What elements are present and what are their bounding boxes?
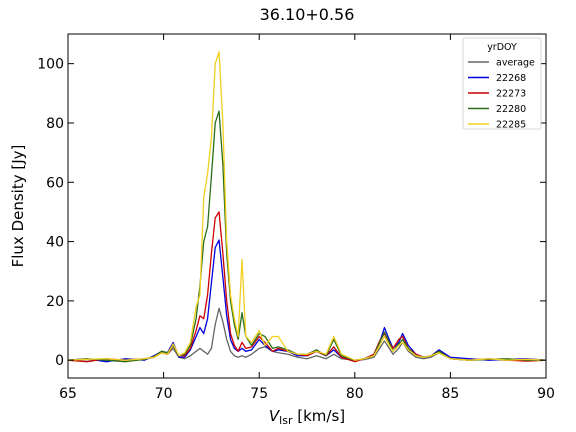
series-line-22280 <box>67 110 546 363</box>
y-tick-label-0: 0 <box>55 353 64 369</box>
x-tick-label-90: 90 <box>537 386 555 402</box>
chart-title: 36.10+0.56 <box>260 5 355 24</box>
legend-title: yrDOY <box>487 42 517 53</box>
y-tick-label-60: 60 <box>46 175 64 191</box>
series-line-average <box>67 307 547 361</box>
x-axis-label-subscript: lsr <box>279 414 293 427</box>
series-line-22273 <box>67 211 547 363</box>
series-line-22268 <box>67 239 547 363</box>
y-tick-label-80: 80 <box>46 116 64 132</box>
series-layer <box>67 51 547 363</box>
x-axis-label-unit: [km/s] <box>292 407 345 425</box>
x-tick-label-70: 70 <box>155 386 173 402</box>
legend-label-22285: 22285 <box>496 120 526 131</box>
legend-label-22268: 22268 <box>496 73 526 84</box>
legend: yrDOY average 22268 22273 22280 22285 <box>462 37 542 131</box>
y-tick-label-100: 100 <box>37 57 64 73</box>
legend-label-22273: 22273 <box>496 89 526 100</box>
y-tick-label-40: 40 <box>46 235 64 251</box>
x-tick-label-80: 80 <box>346 386 364 402</box>
legend-label-average: average <box>496 58 535 69</box>
plot-frame <box>67 33 547 379</box>
y-tick-label-20: 20 <box>46 294 64 310</box>
legend-label-22280: 22280 <box>496 104 526 115</box>
series-line-22285 <box>67 51 547 361</box>
x-axis-label-main: V <box>269 407 281 425</box>
legend-items: average 22268 22273 22280 22285 <box>468 58 535 131</box>
x-tick-label-85: 85 <box>441 386 459 402</box>
x-tick-label-75: 75 <box>250 386 268 402</box>
x-tick-label-65: 65 <box>59 386 77 402</box>
legend-box <box>462 37 542 130</box>
x-axis-label: Vlsr [km/s] <box>269 407 345 427</box>
ticks-layer: 65 70 75 80 85 90 0 20 40 60 80 100 <box>37 34 555 402</box>
y-axis-label: Flux Density [Jy] <box>9 145 27 268</box>
